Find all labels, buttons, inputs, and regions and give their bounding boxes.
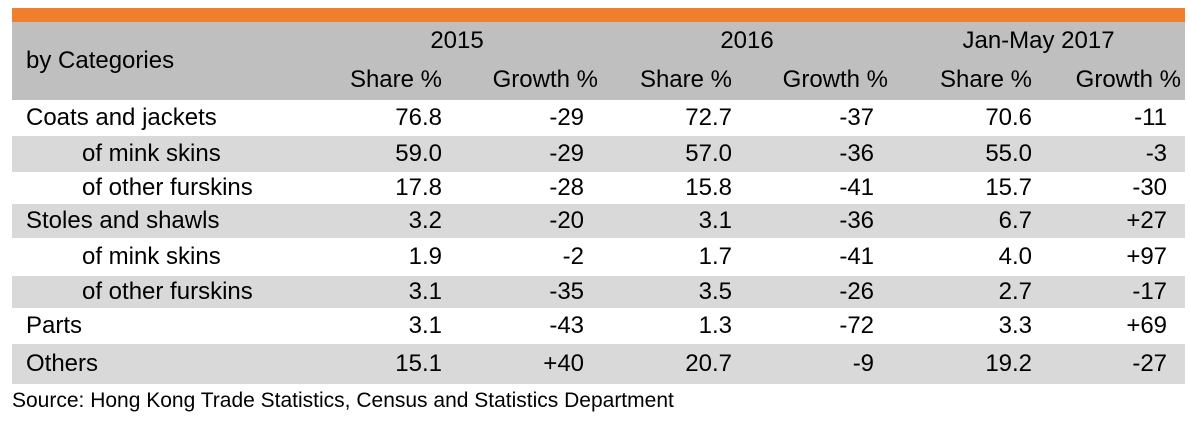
cell-growth-2015: -20 <box>452 204 603 238</box>
cell-share-2017: 55.0 <box>892 136 1043 172</box>
cell-share-2016: 72.7 <box>685 104 733 131</box>
cell-growth-2015: -2 <box>562 243 585 270</box>
header-growth-2015: Growth % <box>452 60 603 100</box>
header-share-2016: Share % <box>602 60 743 100</box>
header-year-2015: 2015 <box>312 22 603 60</box>
cell-share-2017: 6.7 <box>892 204 1043 238</box>
cell-growth-2016: -41 <box>839 243 875 270</box>
cell-share-2015: 3.1 <box>408 312 442 339</box>
row-category: Others <box>12 344 312 384</box>
cell-growth-2015: -28 <box>549 174 585 201</box>
cell-growth-2017: +69 <box>1126 312 1168 339</box>
cell-share-2017: 4.0 <box>998 243 1033 270</box>
cell-growth-2016: -36 <box>742 136 893 172</box>
cell-share-2015: 3.1 <box>312 276 452 308</box>
cell-growth-2015: -29 <box>549 104 585 131</box>
cell-share-2015: 59.0 <box>312 136 452 172</box>
table-row: Parts 3.1 -43 1.3 -72 3.3 +69 <box>12 308 1185 344</box>
header-share-2017: Share % <box>892 60 1043 100</box>
table-row: of other furskins 3.1 -35 3.5 -26 2.7 -1… <box>12 276 1186 308</box>
cell-growth-2017: -27 <box>1042 344 1186 384</box>
header-growth-2016: Growth % <box>742 60 893 100</box>
cell-share-2017: 19.2 <box>892 344 1043 384</box>
cell-growth-2015: +40 <box>452 344 603 384</box>
cell-growth-2016: -37 <box>839 104 875 131</box>
cell-growth-2016: -41 <box>839 174 875 201</box>
cell-share-2016: 3.5 <box>602 276 743 308</box>
cell-growth-2015: -35 <box>452 276 603 308</box>
table-row: of mink skins 59.0 -29 57.0 -36 55.0 -3 <box>12 136 1186 172</box>
cell-share-2015: 15.1 <box>312 344 452 384</box>
cell-share-2015: 3.2 <box>312 204 452 238</box>
cell-growth-2017: -17 <box>1042 276 1186 308</box>
header-year-2017: Jan-May 2017 <box>892 22 1186 60</box>
cell-share-2016: 15.8 <box>685 174 733 201</box>
cell-share-2015: 76.8 <box>395 104 442 131</box>
table-row: Others 15.1 +40 20.7 -9 19.2 -27 <box>12 344 1186 384</box>
cell-growth-2015: -29 <box>452 136 603 172</box>
cell-share-2016: 1.3 <box>698 312 733 339</box>
cell-share-2017: 2.7 <box>892 276 1043 308</box>
cell-share-2016: 3.1 <box>602 204 743 238</box>
cell-growth-2016: -72 <box>839 312 875 339</box>
row-category: Stoles and shawls <box>12 204 312 238</box>
row-category: of other furskins <box>12 276 312 308</box>
cell-growth-2017: -30 <box>1132 174 1168 201</box>
cell-growth-2015: -43 <box>549 312 585 339</box>
table-row: Coats and jackets 76.8 -29 72.7 -37 70.6… <box>12 100 1185 136</box>
cell-growth-2016: -9 <box>742 344 893 384</box>
header-share-2015: Share % <box>312 60 452 100</box>
cell-share-2017: 3.3 <box>998 312 1033 339</box>
source-note: Source: Hong Kong Trade Statistics, Cens… <box>12 389 674 412</box>
header-category: by Categories <box>12 22 312 100</box>
cell-growth-2017: +97 <box>1126 243 1168 270</box>
table-row: of other furskins 17.8 -28 15.8 -41 15.7… <box>12 172 1185 204</box>
header-growth-2017: Growth % <box>1042 60 1186 100</box>
cell-share-2015: 17.8 <box>395 174 442 201</box>
fur-exports-table: by Categories 2015 2016 Jan-May 2017 Sha… <box>12 22 1186 384</box>
row-category: Parts <box>26 312 83 339</box>
cell-share-2016: 57.0 <box>602 136 743 172</box>
orange-accent-bar <box>12 8 1185 22</box>
cell-share-2016: 20.7 <box>602 344 743 384</box>
table-row: of mink skins 1.9 -2 1.7 -41 4.0 +97 <box>12 238 1185 276</box>
cell-growth-2016: -26 <box>742 276 893 308</box>
cell-growth-2016: -36 <box>742 204 893 238</box>
cell-growth-2017: +27 <box>1042 204 1186 238</box>
row-category: of other furskins <box>82 174 253 201</box>
cell-growth-2017: -11 <box>1134 104 1168 131</box>
cell-share-2015: 1.9 <box>408 243 442 270</box>
cell-growth-2017: -3 <box>1042 136 1186 172</box>
row-category: of mink skins <box>82 243 221 270</box>
header-year-2016: 2016 <box>602 22 893 60</box>
cell-share-2016: 1.7 <box>698 243 733 270</box>
cell-share-2017: 15.7 <box>985 174 1033 201</box>
row-category: of mink skins <box>12 136 312 172</box>
row-category: Coats and jackets <box>26 104 217 131</box>
table-row: Stoles and shawls 3.2 -20 3.1 -36 6.7 +2… <box>12 204 1186 238</box>
cell-share-2017: 70.6 <box>985 104 1033 131</box>
